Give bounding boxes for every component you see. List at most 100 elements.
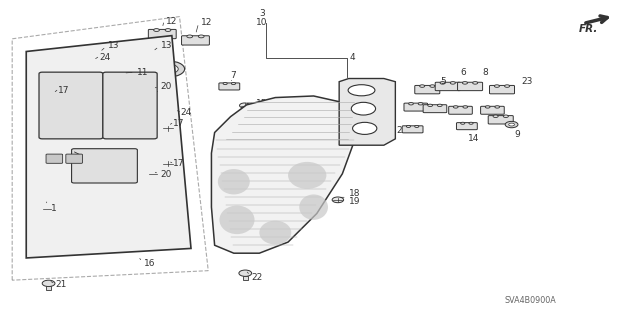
Text: 2: 2 <box>397 126 403 135</box>
Text: 20: 20 <box>161 170 172 179</box>
Circle shape <box>463 82 467 84</box>
FancyBboxPatch shape <box>402 126 423 133</box>
Text: FR.: FR. <box>579 24 598 33</box>
Ellipse shape <box>353 122 377 134</box>
Text: 11: 11 <box>137 68 148 77</box>
FancyBboxPatch shape <box>458 82 483 91</box>
Text: 5: 5 <box>440 77 446 86</box>
FancyBboxPatch shape <box>488 115 513 124</box>
Circle shape <box>100 59 132 75</box>
Circle shape <box>495 106 500 108</box>
Circle shape <box>406 125 410 128</box>
Text: 4: 4 <box>349 53 355 62</box>
FancyBboxPatch shape <box>143 88 163 95</box>
Text: 18: 18 <box>349 189 360 198</box>
Circle shape <box>239 270 252 276</box>
Text: 17: 17 <box>58 86 70 95</box>
Circle shape <box>485 106 490 108</box>
Polygon shape <box>12 17 208 280</box>
Polygon shape <box>26 36 191 258</box>
Circle shape <box>150 53 156 55</box>
Circle shape <box>463 106 468 108</box>
Text: 1: 1 <box>51 204 56 213</box>
Circle shape <box>415 125 419 128</box>
Circle shape <box>472 82 477 84</box>
Circle shape <box>494 85 499 87</box>
Circle shape <box>94 52 106 57</box>
Circle shape <box>420 85 425 87</box>
Circle shape <box>461 122 465 124</box>
Circle shape <box>97 53 102 56</box>
Ellipse shape <box>300 195 328 220</box>
Circle shape <box>88 60 99 65</box>
Text: 19: 19 <box>349 197 360 206</box>
FancyBboxPatch shape <box>423 105 447 113</box>
Text: 17: 17 <box>173 119 184 129</box>
FancyBboxPatch shape <box>415 85 440 94</box>
Text: 17: 17 <box>173 159 184 168</box>
FancyBboxPatch shape <box>66 154 83 163</box>
Circle shape <box>47 93 59 99</box>
Text: 14: 14 <box>468 134 479 143</box>
Text: SVA4B0900A: SVA4B0900A <box>505 296 557 305</box>
Polygon shape <box>339 78 396 145</box>
Circle shape <box>440 82 445 84</box>
Text: 12: 12 <box>200 19 212 27</box>
FancyBboxPatch shape <box>46 154 63 163</box>
Circle shape <box>469 122 473 124</box>
Ellipse shape <box>220 205 255 234</box>
Text: 24: 24 <box>180 108 192 117</box>
FancyBboxPatch shape <box>148 29 176 39</box>
FancyBboxPatch shape <box>219 83 240 90</box>
FancyBboxPatch shape <box>143 170 163 177</box>
Circle shape <box>451 82 456 84</box>
Circle shape <box>430 85 435 87</box>
Ellipse shape <box>348 85 375 96</box>
Polygon shape <box>211 96 355 253</box>
Circle shape <box>163 161 173 167</box>
Circle shape <box>428 104 433 107</box>
Circle shape <box>91 61 96 64</box>
Text: 22: 22 <box>252 273 263 282</box>
FancyBboxPatch shape <box>72 149 138 183</box>
Bar <box>46 286 51 290</box>
Text: 20: 20 <box>161 82 172 91</box>
Circle shape <box>163 125 173 131</box>
Text: 6: 6 <box>461 68 467 77</box>
FancyBboxPatch shape <box>481 106 504 114</box>
Circle shape <box>503 115 508 117</box>
Circle shape <box>239 103 250 108</box>
FancyBboxPatch shape <box>37 205 56 212</box>
Text: 24: 24 <box>99 53 110 62</box>
Circle shape <box>332 197 344 203</box>
Text: 10: 10 <box>256 19 268 27</box>
Text: 8: 8 <box>483 68 488 77</box>
Circle shape <box>187 35 193 38</box>
Circle shape <box>504 85 509 87</box>
Text: 7: 7 <box>230 71 236 80</box>
Circle shape <box>153 61 184 77</box>
Circle shape <box>159 64 178 74</box>
FancyBboxPatch shape <box>182 36 209 45</box>
Text: 16: 16 <box>145 259 156 268</box>
Ellipse shape <box>288 162 326 189</box>
Circle shape <box>198 35 204 38</box>
FancyBboxPatch shape <box>39 72 103 139</box>
Text: 9: 9 <box>515 130 520 138</box>
FancyBboxPatch shape <box>456 122 477 130</box>
FancyBboxPatch shape <box>490 85 515 94</box>
FancyBboxPatch shape <box>103 72 157 139</box>
Text: 3: 3 <box>259 9 265 18</box>
Ellipse shape <box>218 169 250 195</box>
Circle shape <box>232 83 236 85</box>
Text: 15: 15 <box>256 99 268 108</box>
Ellipse shape <box>259 221 291 244</box>
Circle shape <box>453 106 458 108</box>
Text: 13: 13 <box>108 41 120 50</box>
Text: 12: 12 <box>166 17 177 26</box>
Bar <box>164 76 173 81</box>
Circle shape <box>154 29 159 32</box>
Text: 21: 21 <box>55 279 67 288</box>
FancyBboxPatch shape <box>435 82 460 91</box>
Circle shape <box>505 122 518 128</box>
